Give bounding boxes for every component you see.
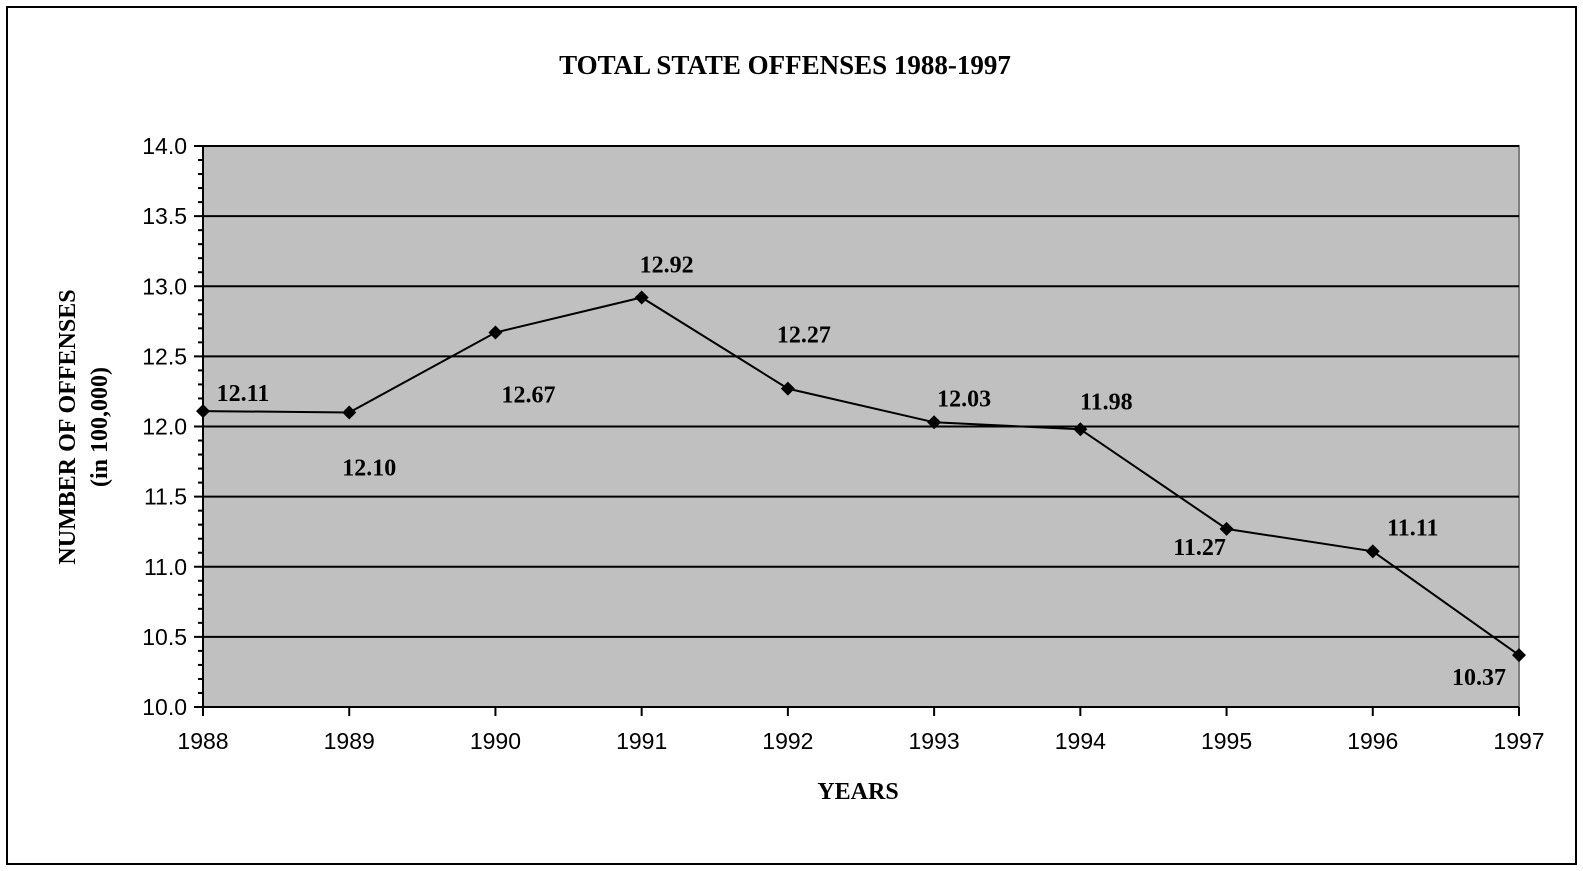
x-tick-labels: 1988 1989 1990 1991 1992 1993 1994 1995 1996 1997 bbox=[177, 728, 1544, 754]
x-tick-label: 1997 bbox=[1493, 728, 1544, 754]
series bbox=[196, 290, 1526, 663]
y-axis-title-group: NUMBER OF OFFENSES (in 100,000) bbox=[55, 289, 113, 564]
y-tick-label: 11.5 bbox=[144, 484, 187, 510]
x-tick-label: 1996 bbox=[1347, 728, 1398, 754]
y-tick-label: 13.0 bbox=[142, 273, 187, 299]
y-tick-label: 14.0 bbox=[142, 133, 187, 159]
x-tick-label: 1988 bbox=[177, 728, 228, 754]
data-label: 11.11 bbox=[1387, 515, 1438, 541]
series-line bbox=[202, 296, 1520, 656]
x-tick-label: 1990 bbox=[470, 728, 521, 754]
y-tick-label: 12.5 bbox=[142, 343, 187, 369]
data-point-marker bbox=[342, 405, 357, 420]
data-point-marker bbox=[927, 415, 942, 430]
y-tick-label: 10.0 bbox=[142, 694, 187, 720]
data-point-marker bbox=[634, 290, 649, 305]
data-point-marker bbox=[1219, 521, 1234, 536]
data-label: 12.03 bbox=[937, 386, 991, 412]
x-tick-label: 1994 bbox=[1055, 728, 1106, 754]
gridlines bbox=[203, 145, 1519, 638]
y-axis-subtitle: (in 100,000) bbox=[87, 367, 113, 487]
data-point-marker bbox=[1073, 422, 1088, 437]
x-tick-label: 1992 bbox=[762, 728, 813, 754]
y-tick-label: 11.0 bbox=[144, 554, 187, 580]
x-tick-label: 1989 bbox=[324, 728, 375, 754]
data-point-marker bbox=[196, 404, 210, 419]
data-point-marker bbox=[1365, 544, 1380, 559]
x-tick-label: 1993 bbox=[909, 728, 960, 754]
data-point-marker bbox=[780, 381, 795, 396]
data-label: 10.37 bbox=[1452, 665, 1506, 691]
data-label: 12.11 bbox=[217, 381, 270, 407]
data-point-marker bbox=[1512, 648, 1526, 663]
y-tick-label: 13.5 bbox=[142, 203, 187, 229]
data-label: 11.98 bbox=[1080, 389, 1133, 415]
y-tick-labels: 10.0 10.5 11.0 11.5 12.0 12.5 13.0 13.5 14.0 bbox=[142, 133, 187, 720]
y-tick-label: 10.5 bbox=[142, 624, 187, 650]
chart-title: TOTAL STATE OFFENSES 1988-1997 bbox=[559, 50, 1011, 80]
data-labels: 12.11 12.10 12.67 12.92 12.27 12.03 11.98 11.27… bbox=[217, 252, 1506, 691]
data-label: 12.67 bbox=[501, 383, 555, 409]
data-point-marker bbox=[488, 325, 503, 340]
x-tick-label: 1991 bbox=[616, 728, 667, 754]
data-label: 11.27 bbox=[1173, 535, 1226, 561]
x-axis-title: YEARS bbox=[817, 779, 898, 805]
data-label: 12.27 bbox=[777, 323, 831, 349]
y-tick-label: 12.0 bbox=[142, 414, 187, 440]
data-label: 12.92 bbox=[640, 252, 694, 278]
data-label: 12.10 bbox=[342, 455, 396, 481]
x-tick-label: 1995 bbox=[1201, 728, 1252, 754]
y-axis-title: NUMBER OF OFFENSES bbox=[55, 289, 81, 564]
